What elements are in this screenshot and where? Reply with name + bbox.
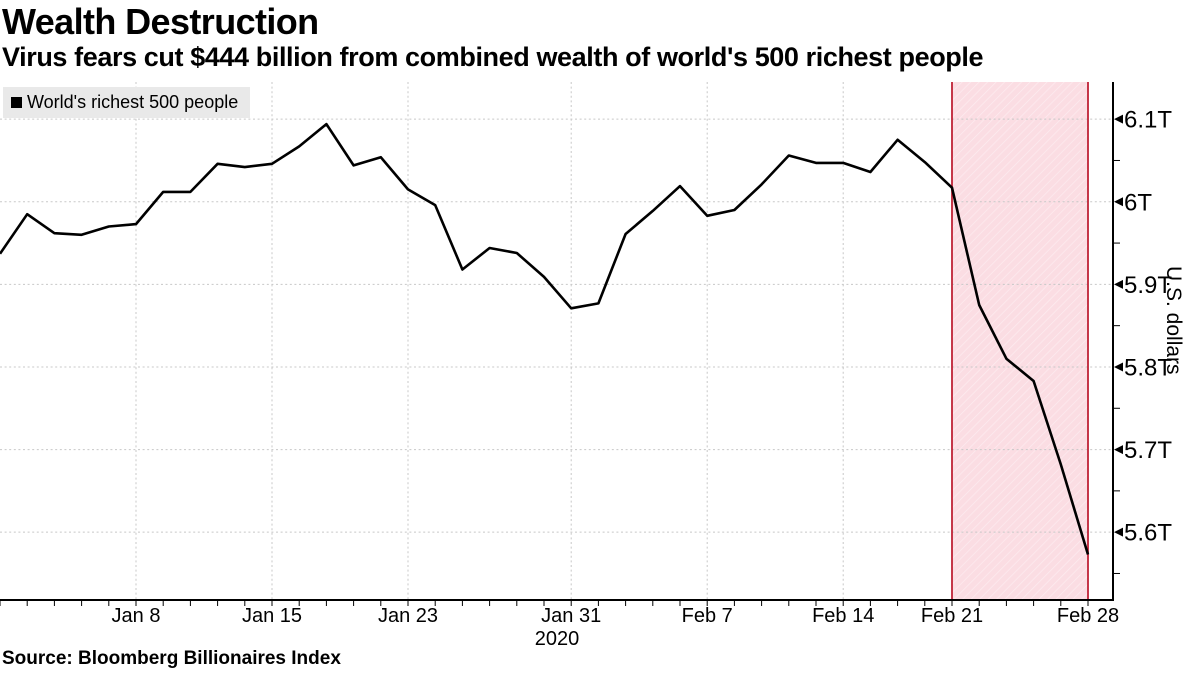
x-tick-label: Jan 8 (112, 605, 161, 627)
x-tick-label: Jan 23 (378, 605, 438, 627)
y-tick-label: 5.6T (1124, 520, 1172, 547)
x-tick-label: Feb 28 (1057, 605, 1119, 627)
y-tick-label: 6T (1124, 189, 1152, 216)
x-axis-year-label: 2020 (535, 628, 580, 650)
y-tick-label: 5.7T (1124, 437, 1172, 464)
x-tick-label: Feb 14 (812, 605, 874, 627)
legend-label: World's richest 500 people (27, 92, 239, 112)
y-tick-arrow-icon (1114, 527, 1123, 537)
y-tick-label: 5.9T (1124, 272, 1172, 299)
y-tick-label: 5.8T (1124, 354, 1172, 381)
y-tick-arrow-icon (1114, 279, 1123, 289)
y-tick-arrow-icon (1114, 445, 1123, 455)
x-tick-label: Jan 15 (242, 605, 302, 627)
y-tick-arrow-icon (1114, 114, 1123, 124)
x-tick-label: Jan 31 (541, 605, 601, 627)
chart-title: Wealth Destruction (2, 1, 319, 42)
y-axis-unit-label: U.S. dollars (1162, 266, 1185, 375)
series-line (0, 122, 1090, 555)
legend: World's richest 500 people (3, 87, 251, 118)
y-tick-arrow-icon (1114, 362, 1123, 372)
source-note: Source: Bloomberg Billionaires Index (2, 648, 341, 669)
x-tick-label: Feb 21 (921, 605, 983, 627)
y-tick-label: 6.1T (1124, 107, 1172, 134)
x-tick-label: Feb 7 (682, 605, 733, 627)
y-tick-arrow-icon (1114, 197, 1123, 207)
chart-subtitle: Virus fears cut $444 billion from combin… (2, 42, 984, 72)
highlight-band (952, 82, 1088, 600)
legend-swatch-icon (11, 97, 22, 108)
